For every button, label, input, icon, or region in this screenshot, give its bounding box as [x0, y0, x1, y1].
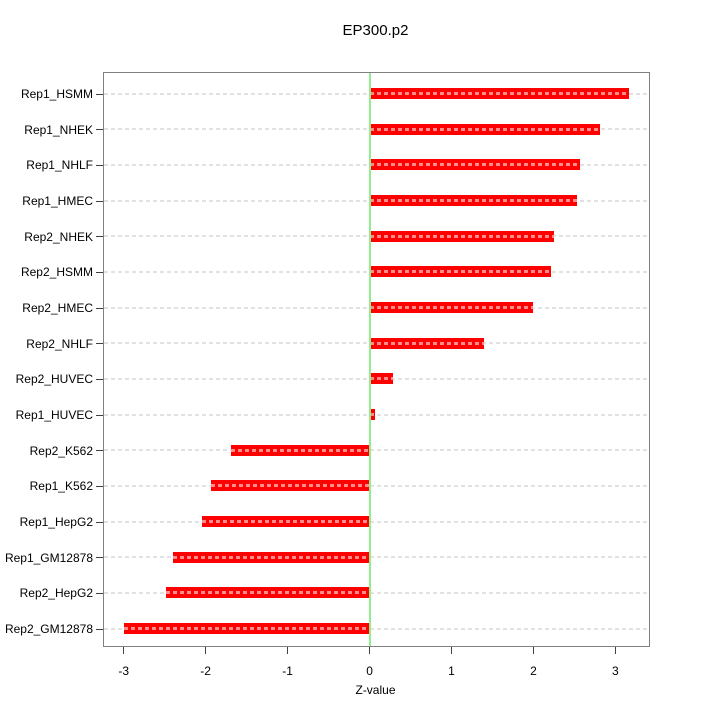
category-gridline [104, 484, 649, 487]
bar-dash-texture [231, 448, 370, 452]
x-tick-label: -2 [200, 664, 211, 678]
bar-rep1-hmec [369, 195, 577, 206]
y-category-label: Rep1_K562 [29, 479, 93, 494]
bar-dash-texture [369, 199, 577, 202]
y-category-label: Rep1_HepG2 [19, 515, 93, 529]
bar-rep1-k562 [210, 480, 370, 492]
y-axis-tick [96, 236, 103, 238]
chart-title: EP300.p2 [342, 22, 409, 39]
y-axis-tick [96, 164, 103, 166]
bar-rep2-hsmm [369, 266, 552, 278]
y-category-label: Rep1_HMEC [22, 194, 93, 208]
y-axis-tick [96, 414, 103, 416]
category-gridline [104, 520, 649, 523]
y-axis-tick [96, 521, 103, 523]
bar-rep1-nhek [369, 123, 600, 135]
category-gridline [104, 556, 649, 559]
bar-rep2-hmec [369, 302, 533, 313]
bar-rep2-nhlf [369, 337, 485, 349]
x-axis-tick [205, 647, 207, 654]
plot-area: Rep1_HSMM Rep1_NHEK Rep1_NHLF Rep1_HMEC Rep2… [5, 72, 650, 678]
x-axis-tick [532, 647, 534, 654]
y-axis-tick [96, 93, 103, 95]
category-gridline [104, 413, 649, 416]
y-axis-tick [96, 450, 103, 452]
category-gridline [104, 591, 649, 594]
bar-rep2-gm12878 [124, 623, 370, 634]
y-axis-tick [96, 307, 103, 309]
x-axis-tick [123, 647, 125, 654]
x-axis-tick [614, 647, 616, 654]
y-axis-tick [96, 592, 103, 594]
y-axis-tick [96, 200, 103, 202]
y-category-label: Rep1_HSMM [20, 87, 93, 101]
bar-dash-texture [369, 413, 376, 416]
bar-rep2-hepg2 [166, 587, 370, 599]
bar-dash-texture [369, 306, 533, 309]
x-axis-label: Z-value [355, 683, 396, 697]
x-axis-tick [450, 647, 452, 654]
x-tick-label: 1 [448, 664, 455, 678]
x-tick-label: 2 [530, 664, 537, 678]
x-axis-tick [287, 647, 289, 654]
y-category-label: Rep2_NHLF [26, 336, 93, 351]
bar-dash-texture [369, 341, 485, 345]
y-category-label: Rep2_GM12878 [4, 622, 93, 636]
x-tick-label: 0 [366, 664, 373, 678]
y-axis-tick [96, 485, 103, 487]
y-category-label: Rep2_HUVEC [15, 372, 93, 387]
bar-dash-texture [369, 377, 394, 381]
bar-rep2-huvec [369, 373, 394, 385]
bar-rep1-hepg2 [201, 516, 370, 527]
bar-dash-texture [369, 127, 600, 131]
bar-rep1-huvec [369, 409, 376, 420]
y-category-label: Rep2_K562 [29, 443, 93, 458]
bar-rep1-gm12878 [172, 551, 370, 563]
bar-dash-texture [166, 591, 370, 595]
category-gridline [104, 627, 649, 630]
y-category-label: Rep1_GM12878 [4, 550, 93, 565]
y-category-label: Rep1_NHLF [26, 158, 93, 173]
y-category-label: Rep1_NHEK [24, 122, 93, 137]
x-tick-label: -1 [282, 664, 293, 678]
bar-dash-texture [124, 627, 370, 630]
y-axis-tick [96, 628, 103, 630]
x-axis-tick [369, 647, 371, 654]
bar-dash-texture [210, 484, 370, 488]
y-category-label: Rep2_NHEK [24, 229, 93, 244]
y-axis-tick [96, 129, 103, 131]
y-category-label: Rep2_HepG2 [19, 586, 93, 601]
bar-dash-texture [369, 270, 552, 274]
bar-rep2-k562 [231, 444, 370, 456]
bar-dash-texture [369, 234, 554, 238]
bar-dash-texture [172, 555, 370, 559]
y-axis-tick [96, 271, 103, 273]
y-category-label: Rep2_HSMM [20, 265, 93, 280]
y-axis-tick [96, 557, 103, 559]
x-tick-label: -3 [118, 664, 129, 678]
bar-rep2-nhek [369, 230, 554, 242]
category-gridline [104, 449, 649, 452]
bar-dash-texture [369, 92, 629, 95]
x-tick-label: 3 [612, 664, 619, 678]
y-axis-tick [96, 378, 103, 380]
y-category-label: Rep1_HUVEC [15, 408, 93, 422]
y-category-label: Rep2_HMEC [22, 301, 93, 315]
y-axis-tick [96, 343, 103, 345]
bar-rep1-hsmm [369, 88, 629, 99]
bar-dash-texture [201, 520, 370, 523]
zero-reference-line [368, 73, 371, 646]
bar-rep1-nhlf [369, 159, 581, 171]
bar-dash-texture [369, 163, 581, 167]
